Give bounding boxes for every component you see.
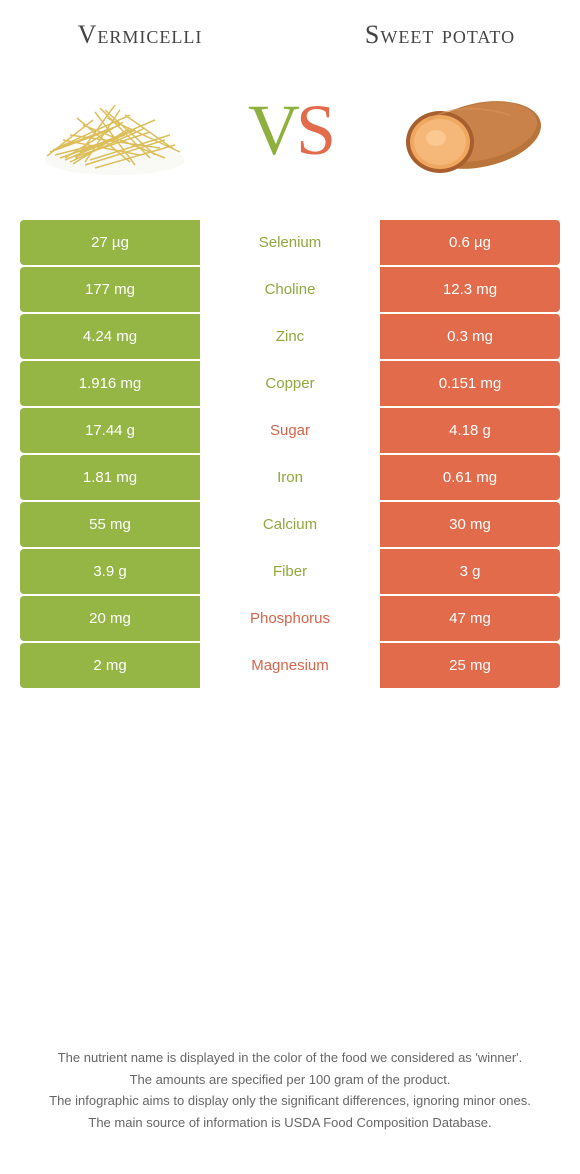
table-row: 2 mgMagnesium25 mg	[20, 643, 560, 690]
nutrient-name: Sugar	[200, 408, 380, 453]
nutrient-name: Choline	[200, 267, 380, 312]
nutrient-right-value: 0.61 mg	[380, 455, 560, 500]
nutrient-name: Iron	[200, 455, 380, 500]
nutrient-table: 27 µgSelenium0.6 µg177 mgCholine12.3 mg4…	[20, 220, 560, 690]
nutrient-left-value: 1.916 mg	[20, 361, 200, 406]
table-row: 1.916 mgCopper0.151 mg	[20, 361, 560, 408]
nutrient-right-value: 47 mg	[380, 596, 560, 641]
nutrient-name: Fiber	[200, 549, 380, 594]
nutrient-left-value: 27 µg	[20, 220, 200, 265]
nutrient-name: Phosphorus	[200, 596, 380, 641]
vermicelli-image	[30, 70, 200, 190]
table-row: 177 mgCholine12.3 mg	[20, 267, 560, 314]
nutrient-right-value: 25 mg	[380, 643, 560, 688]
nutrient-left-value: 20 mg	[20, 596, 200, 641]
nutrient-left-value: 4.24 mg	[20, 314, 200, 359]
nutrient-name: Copper	[200, 361, 380, 406]
food-left-title: Vermicelli	[40, 20, 240, 50]
nutrient-right-value: 4.18 g	[380, 408, 560, 453]
food-right-title: Sweet potato	[340, 20, 540, 50]
nutrient-right-value: 0.6 µg	[380, 220, 560, 265]
sweet-potato-image	[380, 70, 550, 190]
nutrient-right-value: 30 mg	[380, 502, 560, 547]
table-row: 17.44 gSugar4.18 g	[20, 408, 560, 455]
nutrient-left-value: 177 mg	[20, 267, 200, 312]
footer-line: The infographic aims to display only the…	[30, 1091, 550, 1111]
nutrient-left-value: 3.9 g	[20, 549, 200, 594]
nutrient-right-value: 0.3 mg	[380, 314, 560, 359]
footer-line: The main source of information is USDA F…	[30, 1113, 550, 1133]
table-row: 55 mgCalcium30 mg	[20, 502, 560, 549]
table-row: 27 µgSelenium0.6 µg	[20, 220, 560, 267]
footer-line: The amounts are specified per 100 gram o…	[30, 1070, 550, 1090]
nutrient-name: Calcium	[200, 502, 380, 547]
table-row: 3.9 gFiber3 g	[20, 549, 560, 596]
vs-v: V	[248, 90, 296, 170]
footer-line: The nutrient name is displayed in the co…	[30, 1048, 550, 1068]
vs-s: S	[296, 90, 332, 170]
nutrient-left-value: 17.44 g	[20, 408, 200, 453]
nutrient-name: Zinc	[200, 314, 380, 359]
table-row: 4.24 mgZinc0.3 mg	[20, 314, 560, 361]
nutrient-left-value: 1.81 mg	[20, 455, 200, 500]
table-row: 20 mgPhosphorus47 mg	[20, 596, 560, 643]
nutrient-name: Selenium	[200, 220, 380, 265]
nutrient-right-value: 0.151 mg	[380, 361, 560, 406]
vs-label: VS	[248, 89, 332, 172]
footer-notes: The nutrient name is displayed in the co…	[30, 1048, 550, 1134]
vs-row: VS	[0, 60, 580, 220]
nutrient-right-value: 12.3 mg	[380, 267, 560, 312]
nutrient-left-value: 55 mg	[20, 502, 200, 547]
nutrient-right-value: 3 g	[380, 549, 560, 594]
nutrient-name: Magnesium	[200, 643, 380, 688]
nutrient-left-value: 2 mg	[20, 643, 200, 688]
table-row: 1.81 mgIron0.61 mg	[20, 455, 560, 502]
header: Vermicelli Sweet potato	[0, 0, 580, 60]
